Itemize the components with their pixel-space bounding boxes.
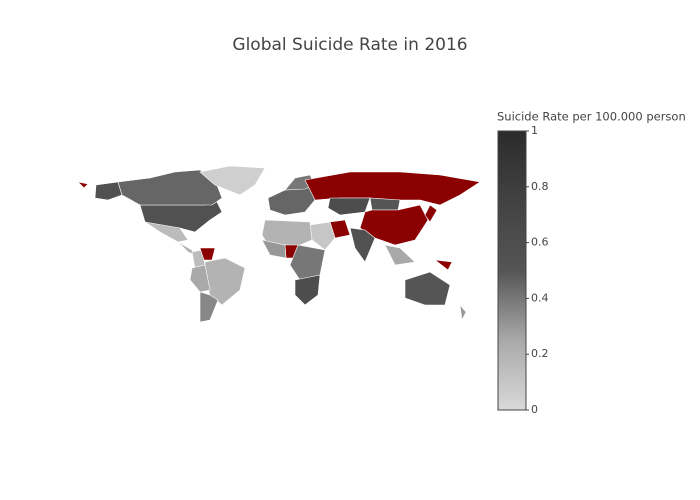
country (117, 169, 223, 206)
country (261, 219, 313, 249)
country (199, 165, 266, 196)
country (199, 247, 216, 261)
chart-title: Global Suicide Rate in 2016 (232, 35, 467, 55)
country (267, 186, 316, 216)
country (199, 291, 219, 323)
colorbar-title: Suicide Rate per 100.000 person (497, 110, 686, 124)
country (189, 264, 211, 293)
country (144, 221, 189, 243)
country (459, 304, 467, 322)
country (77, 181, 89, 189)
country (261, 239, 287, 259)
colorbar (497, 130, 527, 411)
country (433, 259, 453, 271)
country (404, 271, 451, 306)
map (77, 165, 481, 323)
country (424, 204, 438, 223)
colorbar-tick-label: 0.6 (531, 236, 549, 249)
country (94, 181, 123, 201)
colorbar-tick-label: 1 (531, 124, 538, 137)
colorbar-tick-label: 0.8 (531, 180, 549, 193)
country (294, 274, 321, 306)
colorbar-tick-label: 0.4 (531, 291, 549, 304)
country (309, 221, 336, 251)
country (369, 197, 401, 211)
country (327, 197, 371, 216)
colorbar-tick-label: 0 (531, 403, 538, 416)
colorbar-tick-label: 0.2 (531, 347, 549, 360)
country (384, 244, 416, 266)
country (349, 227, 376, 263)
